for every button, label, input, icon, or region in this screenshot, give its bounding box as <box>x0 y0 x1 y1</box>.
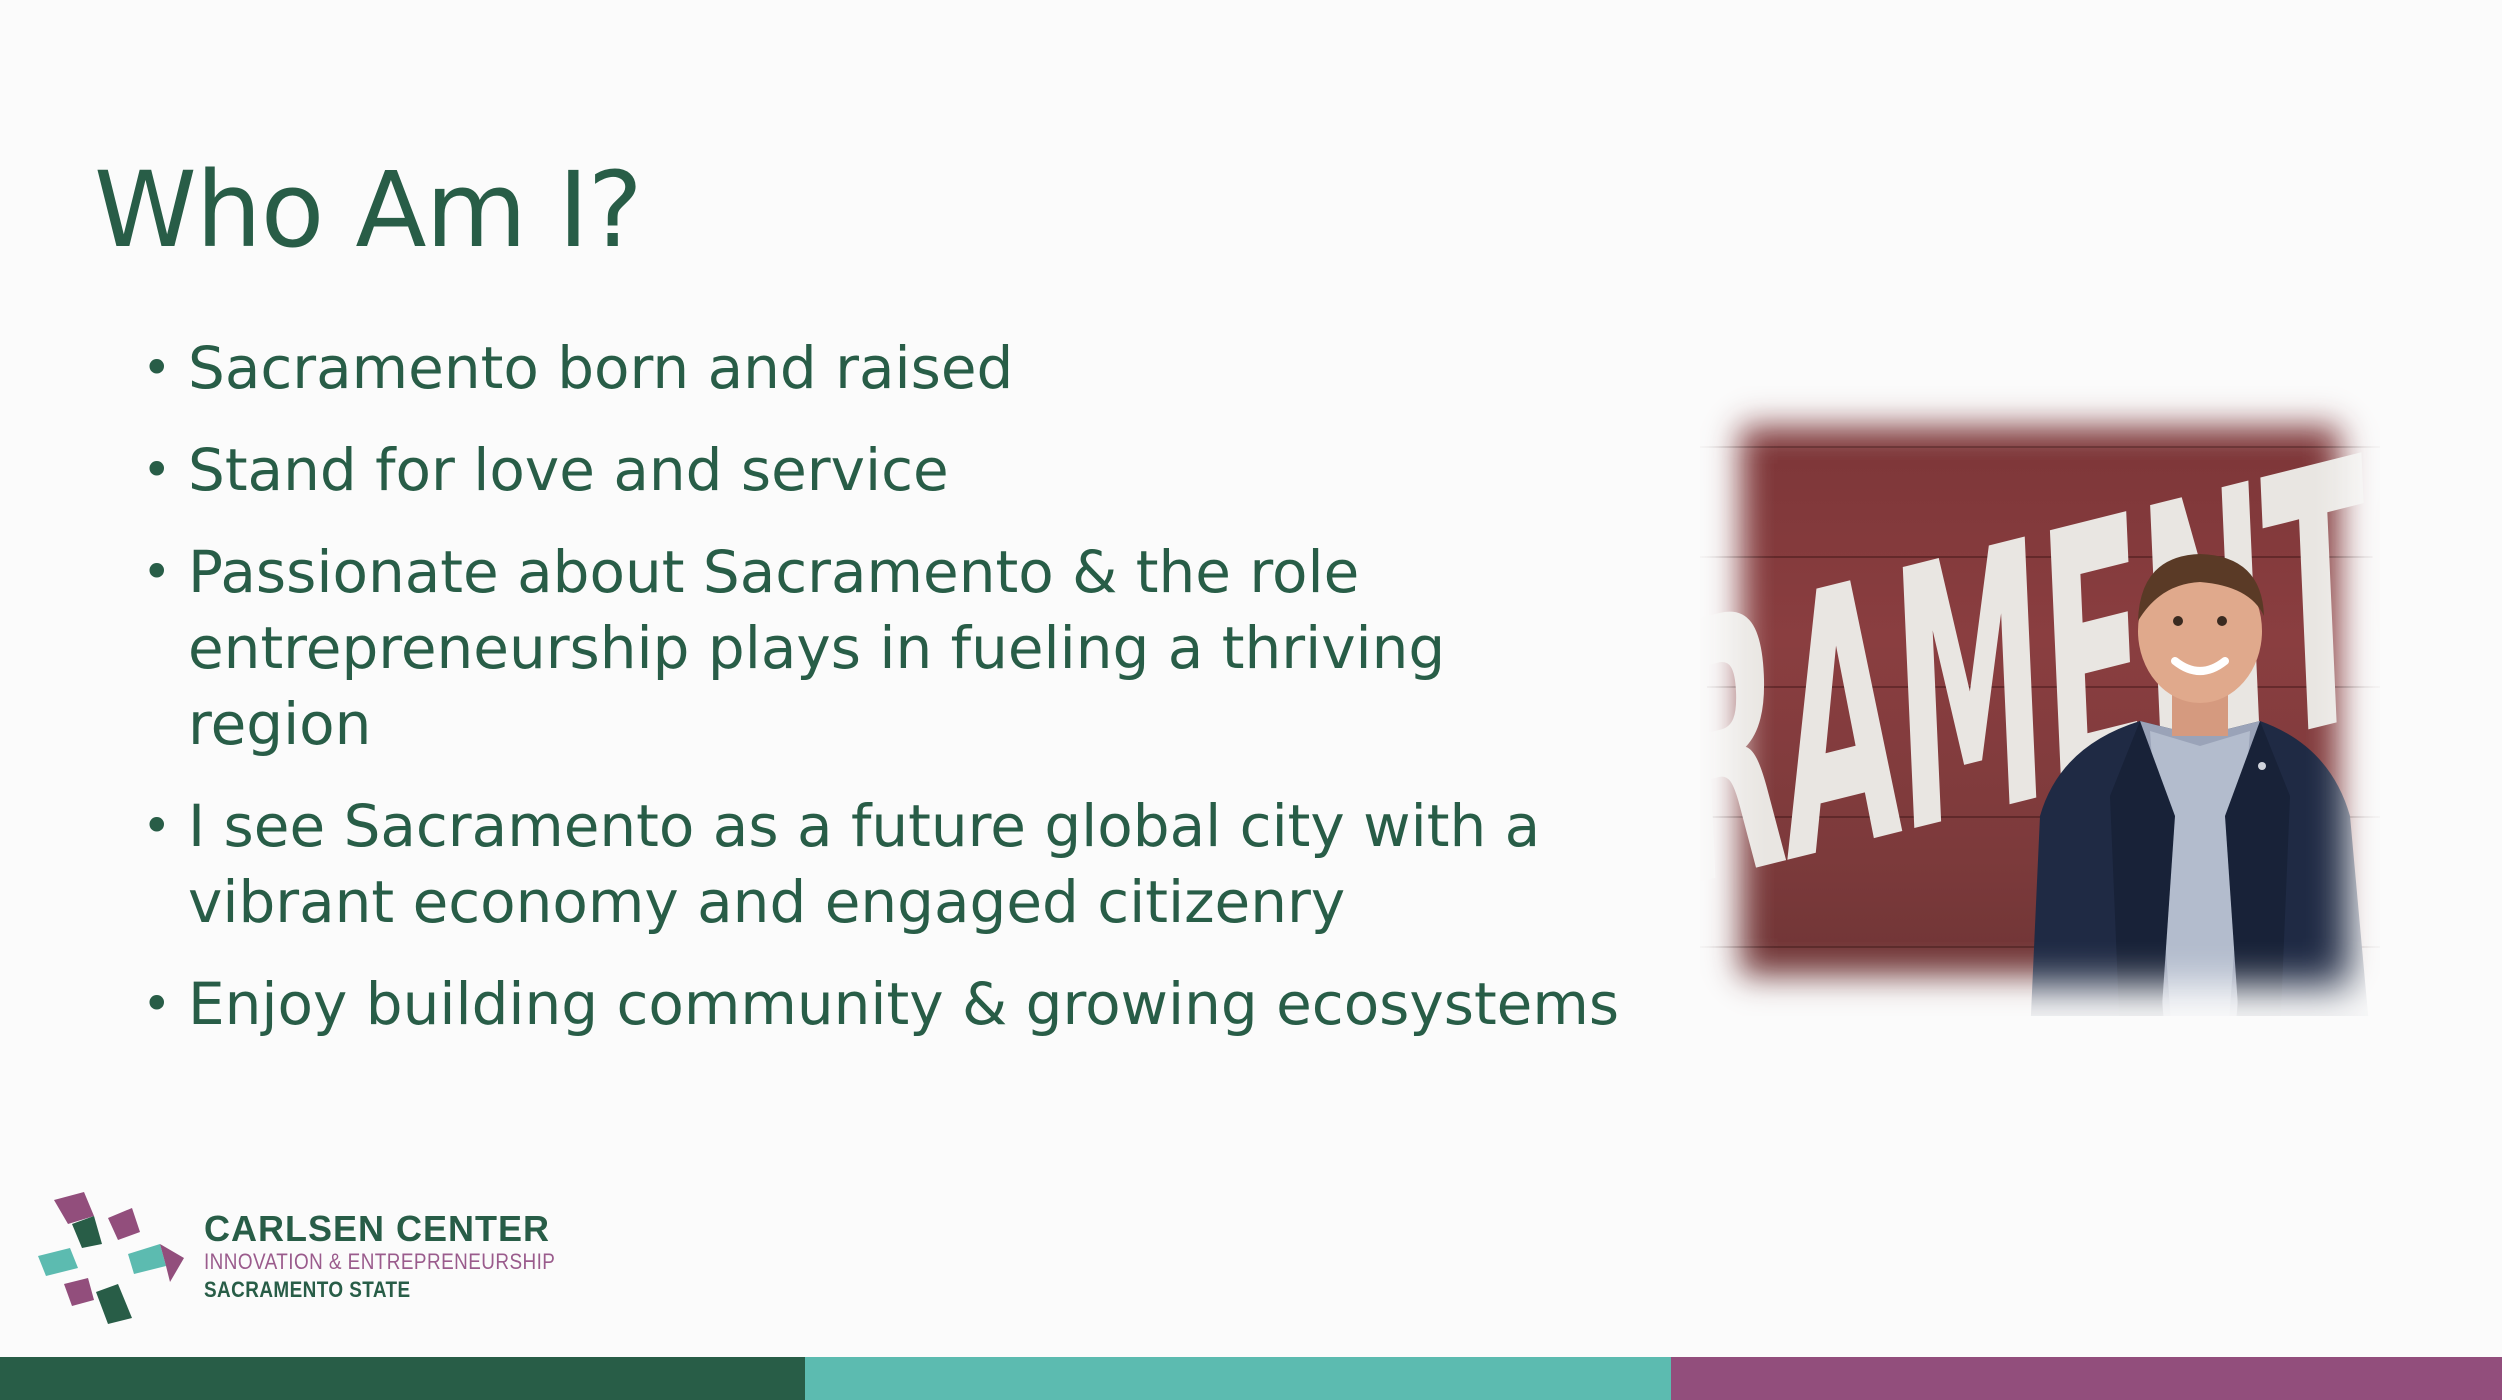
footer-bar-purple <box>1671 1357 2502 1400</box>
bullet-text: Passionate about Sacramento & the role e… <box>188 538 1446 758</box>
bullet-dot: • <box>142 339 172 397</box>
bullet-item: • I see Sacramento as a future global ci… <box>138 788 1638 940</box>
footer-bar-teal <box>805 1357 1671 1400</box>
carlsen-flower-icon <box>38 1192 184 1324</box>
wall-plank-line <box>1700 446 2380 448</box>
bullet-text: Stand for love and service <box>188 436 949 504</box>
person-figure <box>2030 554 2369 1016</box>
bullet-list: • Sacramento born and raised • Stand for… <box>138 330 1638 1068</box>
carlsen-center-logo: CARLSEN CENTER INNOVATION & ENTREPRENEUR… <box>38 1188 598 1328</box>
wall-plank-line <box>1700 556 2380 558</box>
bullet-item: • Sacramento born and raised <box>138 330 1638 406</box>
bullet-dot: • <box>142 543 172 601</box>
bullet-dot: • <box>142 975 172 1033</box>
wall-sign-lettering: RAMENTO <box>1700 386 2380 973</box>
logo-institution: SACRAMENTO STATE <box>204 1277 411 1302</box>
bullet-item: • Passionate about Sacramento & the role… <box>138 534 1638 762</box>
footer-bar-green <box>0 1357 805 1400</box>
logo-wordmark: CARLSEN CENTER INNOVATION & ENTREPRENEUR… <box>204 1210 613 1304</box>
logo-title: CARLSEN CENTER <box>204 1208 551 1249</box>
bullet-item: • Stand for love and service <box>138 432 1638 508</box>
slide-title: Who Am I? <box>94 149 643 271</box>
bullet-text: I see Sacramento as a future global city… <box>188 792 1541 936</box>
wall-plank-line <box>1700 686 2380 688</box>
footer-color-bar <box>0 1357 2502 1400</box>
bullet-text: Sacramento born and raised <box>188 334 1014 402</box>
bullet-dot: • <box>142 797 172 855</box>
logo-subtitle: INNOVATION & ENTREPRENEURSHIP <box>204 1249 556 1274</box>
portrait-photo: RAMENTO <box>1700 386 2380 1016</box>
bullet-text: Enjoy building community & growing ecosy… <box>188 970 1620 1038</box>
bullet-dot: • <box>142 441 172 499</box>
bullet-item: • Enjoy building community & growing eco… <box>138 966 1638 1042</box>
